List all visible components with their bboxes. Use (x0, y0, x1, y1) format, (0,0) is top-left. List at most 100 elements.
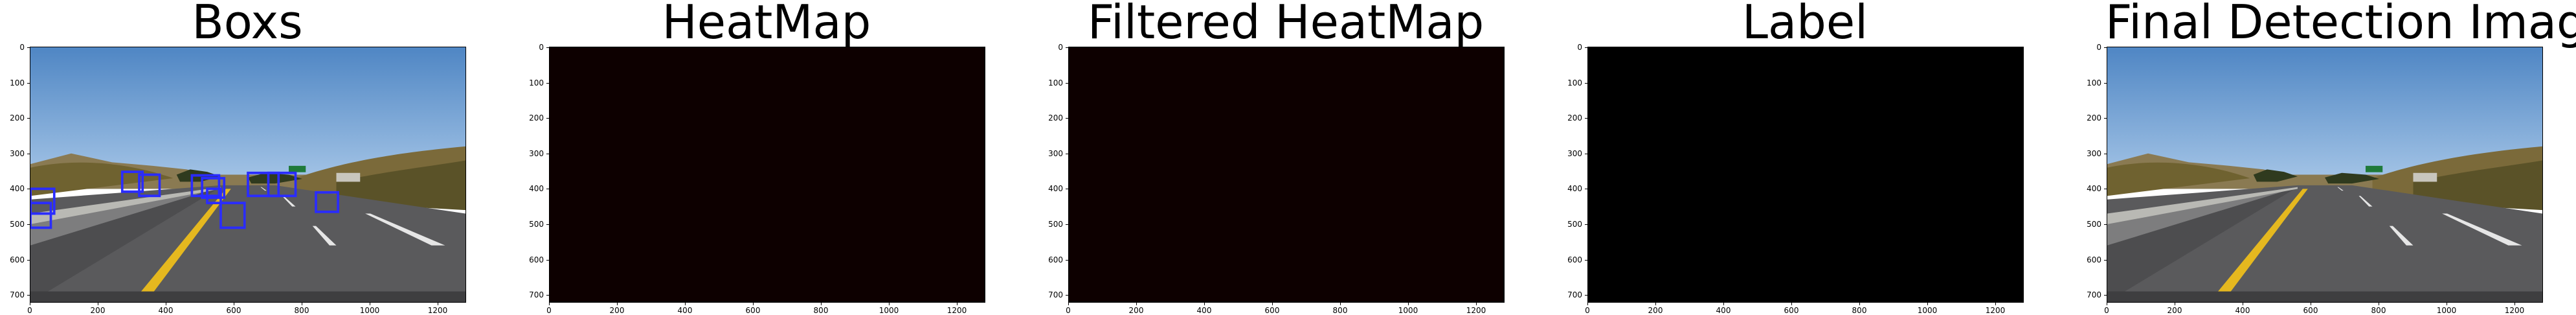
road-scene (2107, 47, 2542, 302)
detection-box (247, 171, 280, 198)
y-tick-mark (546, 295, 549, 296)
x-tick-mark (1655, 302, 1656, 305)
heatmap-fill (1069, 47, 1504, 302)
y-tick-label: 500 (10, 219, 25, 229)
y-tick-label: 0 (1058, 43, 1063, 52)
y-tick-label: 300 (1567, 148, 1582, 158)
road-scene (30, 47, 465, 302)
y-tick-label: 500 (1048, 219, 1063, 229)
y-tick-label: 400 (1567, 184, 1582, 194)
x-tick-mark (753, 302, 754, 305)
x-tick-label: 200 (90, 306, 106, 315)
x-tick-label: 600 (745, 306, 761, 315)
x-tick-label: 1000 (1398, 306, 1418, 315)
y-tick-label: 200 (10, 113, 25, 123)
y-tick-label: 0 (19, 43, 25, 52)
y-tick-label: 200 (2087, 113, 2101, 123)
x-tick-label: 0 (27, 306, 32, 315)
y-tick-label: 600 (2087, 255, 2101, 264)
x-tick-mark (617, 302, 618, 305)
x-tick-mark (821, 302, 822, 305)
panel-title: Filtered HeatMap (1087, 0, 1484, 49)
detection-box (206, 187, 222, 205)
y-tick-label: 600 (10, 255, 25, 264)
y-tick-label: 100 (1048, 78, 1063, 88)
detection-box (30, 187, 56, 215)
x-tick-label: 800 (2371, 306, 2386, 315)
x-tick-label: 1000 (2436, 306, 2457, 315)
y-tick-label: 700 (1048, 290, 1063, 300)
panel-label: Label 0 200 400 600 800 1000 1200 0 100 200 300 400 5… (1567, 0, 2024, 315)
y-tick-label: 600 (529, 255, 544, 264)
y-tick-label: 500 (1567, 219, 1582, 229)
y-tick-mark (1066, 259, 1068, 261)
x-tick-mark (1272, 302, 1273, 305)
x-tick-mark (889, 302, 890, 305)
x-tick-label: 200 (1128, 306, 1144, 315)
x-tick-label: 200 (2167, 306, 2182, 315)
x-tick-label: 1000 (879, 306, 899, 315)
y-tick-mark (2104, 82, 2107, 84)
panel-final: Final Detection Image 0 200 400 600 800 1000 12… (2087, 0, 2576, 315)
x-tick-label: 400 (158, 306, 174, 315)
x-tick-label: 400 (2235, 306, 2250, 315)
y-tick-label: 300 (2087, 148, 2101, 158)
y-tick-mark (1066, 118, 1068, 119)
x-tick-label: 200 (1648, 306, 1663, 315)
y-tick-mark (2104, 224, 2107, 225)
x-tick-mark (549, 302, 550, 305)
heatmap-fill (1588, 47, 2023, 302)
x-tick-mark (1995, 302, 1996, 305)
image-canvas (1069, 47, 1504, 302)
x-tick-label: 600 (226, 306, 241, 315)
panel-title: Final Detection Image (2105, 0, 2576, 49)
y-tick-mark (2104, 259, 2107, 261)
panel-title: HeatMap (662, 0, 871, 49)
y-tick-mark (1066, 295, 1068, 296)
detection-box (190, 174, 221, 198)
x-tick-label: 400 (677, 306, 693, 315)
x-tick-mark (1927, 302, 1928, 305)
image-axes (2107, 47, 2543, 303)
y-tick-mark (546, 259, 549, 261)
y-tick-label: 100 (529, 78, 544, 88)
x-tick-mark (1476, 302, 1477, 305)
y-tick-label: 300 (10, 148, 25, 158)
image-canvas (550, 47, 985, 302)
x-tick-label: 0 (2104, 306, 2109, 315)
x-tick-mark (1204, 302, 1205, 305)
y-tick-label: 400 (1048, 184, 1063, 194)
x-tick-mark (1791, 302, 1792, 305)
detection-box (267, 171, 297, 198)
y-tick-label: 400 (10, 184, 25, 194)
image-canvas (2107, 47, 2542, 302)
x-tick-label: 600 (1264, 306, 1280, 315)
y-tick-label: 200 (1567, 113, 1582, 123)
x-tick-label: 1200 (1985, 306, 2006, 315)
x-tick-mark (1587, 302, 1588, 305)
x-tick-label: 400 (1196, 306, 1212, 315)
y-tick-label: 600 (1048, 255, 1063, 264)
y-tick-label: 500 (2087, 219, 2101, 229)
y-tick-label: 700 (10, 290, 25, 300)
y-tick-label: 700 (529, 290, 544, 300)
x-tick-mark (957, 302, 958, 305)
x-tick-mark (2514, 302, 2515, 305)
y-tick-label: 0 (2096, 43, 2101, 52)
x-tick-label: 600 (2303, 306, 2318, 315)
y-tick-label: 200 (529, 113, 544, 123)
image-axes (1587, 47, 2024, 303)
panel-title: Label (1742, 0, 1868, 49)
y-tick-mark (27, 295, 30, 296)
x-tick-label: 1200 (2504, 306, 2525, 315)
x-tick-label: 1000 (359, 306, 380, 315)
image-canvas (30, 47, 465, 302)
y-tick-mark (2104, 295, 2107, 296)
x-tick-label: 0 (546, 306, 552, 315)
x-tick-mark (1408, 302, 1409, 305)
x-tick-mark (1068, 302, 1069, 305)
y-tick-mark (1066, 224, 1068, 225)
x-tick-label: 800 (813, 306, 829, 315)
x-tick-label: 800 (1332, 306, 1348, 315)
y-tick-mark (27, 82, 30, 84)
